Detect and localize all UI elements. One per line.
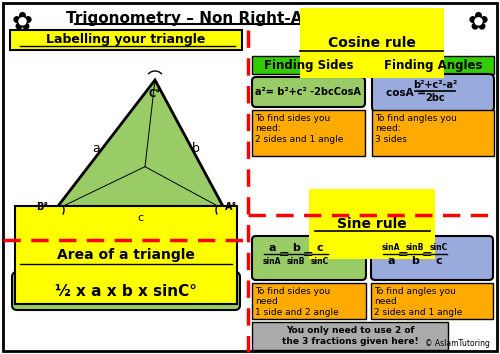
Bar — [252, 110, 365, 156]
Text: sinA: sinA — [382, 244, 400, 252]
Text: =: = — [422, 247, 432, 261]
FancyBboxPatch shape — [371, 236, 493, 280]
Text: a: a — [92, 142, 100, 154]
Text: To find sides you
need:
2 sides and 1 angle: To find sides you need: 2 sides and 1 an… — [255, 114, 344, 144]
Text: b: b — [411, 256, 419, 266]
Text: Finding Sides: Finding Sides — [264, 58, 354, 72]
FancyBboxPatch shape — [252, 77, 365, 107]
Text: b: b — [192, 142, 200, 154]
Text: sinB: sinB — [287, 257, 305, 266]
Text: ✿: ✿ — [12, 10, 32, 34]
Text: Finding Angles: Finding Angles — [384, 58, 482, 72]
Bar — [252, 322, 448, 350]
Text: a²= b²+c² -2bcCosA: a²= b²+c² -2bcCosA — [255, 87, 361, 97]
Text: © AslamTutoring: © AslamTutoring — [425, 339, 490, 348]
Text: You only need to use 2 of
the 3 fractions given here!: You only need to use 2 of the 3 fraction… — [282, 326, 418, 346]
Text: 2bc: 2bc — [425, 93, 445, 103]
Polygon shape — [55, 80, 225, 210]
Text: c: c — [137, 213, 143, 223]
Text: =: = — [398, 247, 408, 261]
Text: ½ x a x b x sinC°: ½ x a x b x sinC° — [55, 284, 197, 298]
Text: sinC: sinC — [311, 257, 329, 266]
Text: b²+c²-a²: b²+c²-a² — [413, 80, 457, 90]
Text: Area of a triangle: Area of a triangle — [57, 248, 195, 262]
Text: Cosine rule: Cosine rule — [328, 36, 416, 50]
Text: b: b — [292, 243, 300, 253]
Bar — [371, 283, 493, 319]
Text: c: c — [436, 256, 442, 266]
Bar — [372, 56, 494, 74]
Text: A°: A° — [225, 202, 237, 212]
Bar — [252, 283, 366, 319]
Bar — [252, 56, 366, 74]
Text: Sine rule: Sine rule — [337, 217, 407, 231]
Text: =: = — [302, 247, 314, 261]
Text: =: = — [278, 247, 289, 261]
Text: a: a — [387, 256, 395, 266]
Text: a: a — [268, 243, 276, 253]
Bar — [10, 30, 242, 50]
Text: Labelling your triangle: Labelling your triangle — [46, 34, 205, 46]
Text: sinA: sinA — [263, 257, 281, 266]
Text: Trigonometry – Non Right-Angled Triangles: Trigonometry – Non Right-Angled Triangle… — [66, 11, 434, 25]
Text: C°: C° — [149, 89, 161, 99]
Text: B°: B° — [36, 202, 48, 212]
Text: cosA =: cosA = — [386, 88, 430, 98]
Text: To find angles you
need:
3 sides: To find angles you need: 3 sides — [375, 114, 457, 144]
Text: ✿: ✿ — [468, 10, 488, 34]
Text: To find sides you
need
1 side and 2 angle: To find sides you need 1 side and 2 angl… — [255, 287, 339, 317]
Text: sinB: sinB — [406, 244, 424, 252]
FancyBboxPatch shape — [372, 74, 494, 112]
FancyBboxPatch shape — [12, 272, 240, 310]
Bar — [372, 110, 494, 156]
FancyBboxPatch shape — [252, 236, 366, 280]
Text: To find angles you
need
2 sides and 1 angle: To find angles you need 2 sides and 1 an… — [374, 287, 462, 317]
Text: c: c — [316, 243, 324, 253]
Text: sinC: sinC — [430, 244, 448, 252]
